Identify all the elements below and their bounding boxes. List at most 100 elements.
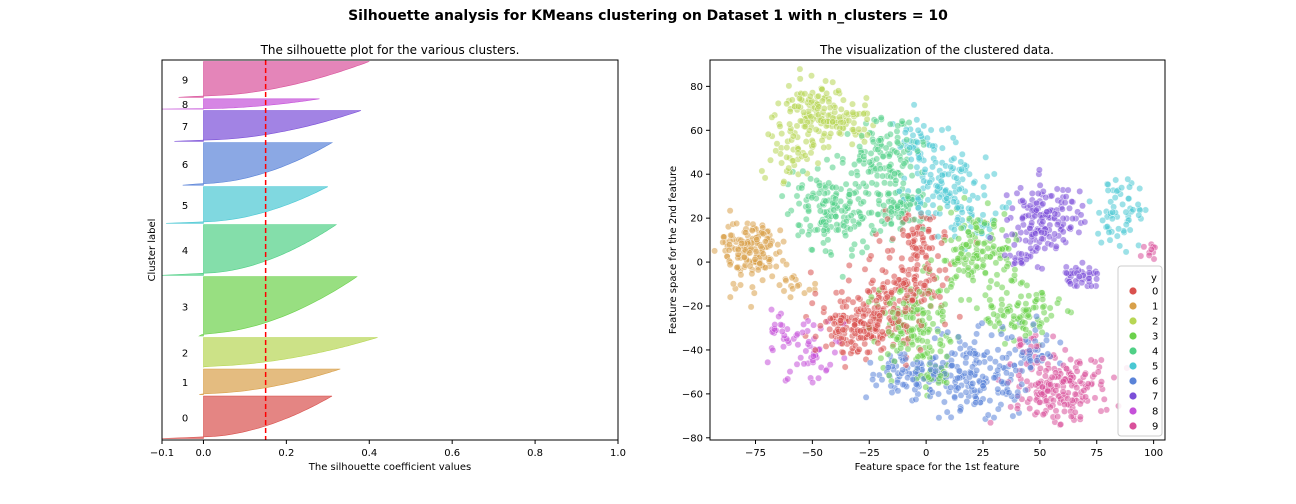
scatter-point-cluster-8 [809,379,816,386]
scatter-point-cluster-9 [1059,388,1067,396]
scatter-point-cluster-4 [855,157,863,165]
scatter-point-cluster-6 [872,381,880,389]
scatter-point-cluster-0 [884,247,892,255]
scatter-point-cluster-9 [1091,394,1099,402]
scatter-point-cluster-6 [998,330,1005,338]
scatter-point-cluster-5 [992,209,999,217]
scatter-point-cluster-7 [1073,282,1081,290]
scatter-point-cluster-9 [1057,420,1065,428]
scatter-point-cluster-9 [1038,390,1046,398]
scatter-point-cluster-3 [947,283,955,291]
scatter-point-cluster-5 [929,192,937,200]
scatter-point-cluster-5 [944,202,951,210]
scatter-point-cluster-6 [928,388,936,396]
scatter-point-cluster-0 [808,299,816,307]
scatter-point-cluster-7 [1013,189,1021,197]
scatter-point-cluster-4 [862,189,870,197]
scatter-point-cluster-4 [851,240,858,248]
scatter-point-cluster-4 [832,213,840,220]
scatter-point-cluster-3 [1022,306,1030,314]
scatter-point-cluster-8 [780,343,787,351]
scatter-x-ticks: −75 −50 −25 0 25 50 75 100 [745,440,1163,459]
scatter-point-cluster-5 [1086,197,1094,205]
scatter-point-cluster-4 [863,243,871,251]
scatter-point-cluster-2 [814,159,822,167]
scatter-point-cluster-5 [958,150,966,158]
scatter-point-cluster-2 [796,75,804,83]
scatter-point-cluster-4 [887,220,895,228]
scatter-point-cluster-9 [1081,371,1089,378]
scatter-point-cluster-8 [815,374,822,382]
scatter-point-cluster-9 [1061,401,1069,408]
scatter-point-cluster-5 [1104,181,1112,188]
scatter-point-cluster-6 [887,382,895,390]
scatter-point-cluster-3 [918,337,926,345]
scatter-point-cluster-7 [1059,228,1067,236]
scatter-point-cluster-4 [827,251,835,259]
scatter-point-cluster-2 [785,82,793,90]
scatter-point-cluster-6 [971,392,979,400]
scatter-point-cluster-2 [794,149,802,157]
scatter-point-cluster-6 [962,354,970,361]
scatter-point-cluster-7 [1014,224,1022,231]
scatter-point-cluster-7 [1036,181,1044,189]
scatter-point-cluster-5 [934,183,942,190]
scatter-point-cluster-9 [1033,408,1041,416]
scatter-point-cluster-0 [928,234,936,242]
scatter-point-cluster-3 [947,209,955,217]
scatter-point-cluster-3 [900,299,907,307]
scatter-point-cluster-6 [931,334,939,342]
scatter-point-cluster-7 [1079,259,1086,267]
scatter-point-cluster-2 [778,130,786,138]
scatter-point-cluster-7 [1036,166,1043,174]
scatter-point-cluster-6 [1027,364,1034,372]
scatter-point-cluster-3 [1004,308,1012,315]
scatter-point-cluster-3 [909,314,917,322]
scatter-point-cluster-8 [778,328,786,335]
scatter-point-cluster-9 [1076,359,1084,367]
scatter-point-cluster-0 [917,230,925,238]
scatter-point-cluster-3 [997,306,1005,314]
scatter-point-cluster-8 [831,349,839,356]
scatter-point-cluster-0 [917,346,924,354]
legend-marker [1129,407,1137,415]
scatter-y-tick-label: 20 [690,214,703,225]
scatter-point-cluster-2 [815,92,822,100]
scatter-point-cluster-5 [1103,223,1111,231]
legend-entries: 0 1 2 3 4 5 6 7 8 9 [1129,287,1158,433]
scatter-point-cluster-3 [897,287,905,295]
scatter-point-cluster-1 [780,287,788,295]
scatter-point-cluster-1 [742,229,750,237]
scatter-point-cluster-3 [1021,319,1029,327]
scatter-point-cluster-0 [913,252,921,260]
scatter-point-cluster-4 [795,221,802,229]
scatter-point-cluster-3 [962,241,970,249]
scatter-point-cluster-4 [808,246,816,254]
scatter-point-cluster-3 [920,329,927,337]
scatter-point-cluster-2 [758,167,766,175]
scatter-point-cluster-8 [805,338,813,346]
scatter-point-cluster-3 [1015,299,1022,307]
scatter-point-cluster-5 [914,126,922,134]
scatter-point-cluster-4 [882,144,890,152]
scatter-point-cluster-3 [987,277,995,285]
legend-entry-label: 2 [1152,317,1158,328]
scatter-point-cluster-0 [812,333,819,340]
scatter-point-cluster-3 [936,204,944,212]
scatter-point-cluster-7 [1081,218,1089,226]
scatter-point-cluster-0 [851,321,858,329]
scatter-point-cluster-1 [734,246,742,254]
scatter-point-cluster-6 [956,345,964,352]
scatter-point-cluster-6 [994,385,1002,393]
scatter-point-cluster-7 [1064,186,1072,194]
scatter-point-cluster-9 [1087,356,1095,364]
scatter-point-cluster-2 [772,147,780,155]
scatter-point-cluster-6 [1014,392,1021,400]
scatter-point-cluster-7 [1003,191,1011,199]
scatter-point-cluster-6 [913,358,921,366]
scatter-point-cluster-7 [1028,219,1036,227]
scatter-point-cluster-2 [840,96,847,104]
scatter-point-cluster-5 [929,142,937,150]
scatter-point-cluster-8 [800,360,808,368]
scatter-point-cluster-2 [825,98,833,106]
